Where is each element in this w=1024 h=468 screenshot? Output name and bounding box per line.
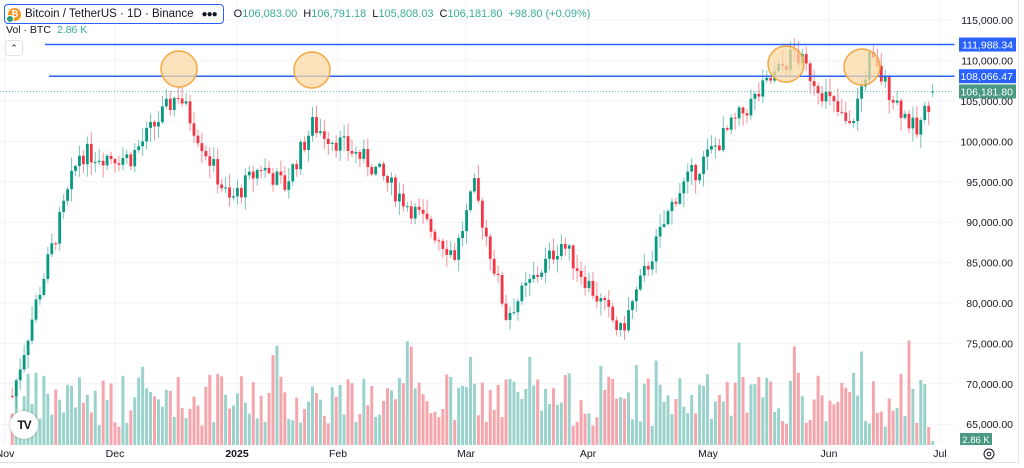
open-label: O bbox=[233, 8, 243, 20]
more-dots-icon[interactable]: ●●● bbox=[201, 8, 218, 20]
open-value: 106,083.00 bbox=[242, 8, 298, 20]
low-value: 105,808.03 bbox=[378, 8, 434, 20]
tradingview-logo-icon[interactable]: TV bbox=[10, 411, 38, 439]
svg-text:75,000.00: 75,000.00 bbox=[966, 338, 1013, 350]
svg-text:Feb: Feb bbox=[329, 448, 347, 460]
time-axis: Nov Dec 2025 Feb Mar Apr May Jun Jul bbox=[0, 448, 947, 460]
svg-text:May: May bbox=[698, 448, 719, 460]
svg-text:2.86 K: 2.86 K bbox=[962, 435, 990, 446]
ohlc-values: O106,083.00 H106,791.18 L105,808.03 C106… bbox=[234, 8, 591, 20]
svg-text:115,000.00: 115,000.00 bbox=[961, 15, 1013, 27]
svg-text:111,988.34: 111,988.34 bbox=[962, 40, 1013, 52]
svg-text:Nov: Nov bbox=[0, 448, 15, 460]
horizontal-lines bbox=[0, 43, 955, 92]
svg-text:85,000.00: 85,000.00 bbox=[966, 258, 1013, 270]
svg-text:100,000.00: 100,000.00 bbox=[960, 136, 1013, 148]
svg-text:2025: 2025 bbox=[225, 448, 249, 460]
svg-text:65,000.00: 65,000.00 bbox=[966, 419, 1013, 431]
chevron-up-icon[interactable]: ⌃ bbox=[5, 40, 23, 56]
high-value: 106,791.18 bbox=[311, 8, 367, 20]
svg-text:110,000.00: 110,000.00 bbox=[961, 56, 1013, 68]
close-label: C bbox=[439, 8, 448, 20]
close-value: 106,181.80 bbox=[447, 8, 503, 20]
symbol-title: Bitcoin / TetherUS · 1D · Binance bbox=[25, 8, 194, 20]
volume-bars bbox=[10, 340, 935, 445]
svg-text:70,000.00: 70,000.00 bbox=[966, 379, 1013, 391]
svg-text:106,181.80: 106,181.80 bbox=[960, 86, 1013, 98]
symbol-selector[interactable]: ₿ Bitcoin / TetherUS · 1D · Binance ●●● bbox=[4, 4, 224, 24]
volume-legend: Vol · BTC 2.86 K bbox=[6, 24, 87, 36]
svg-text:80,000.00: 80,000.00 bbox=[966, 298, 1013, 310]
volume-value: 2.86 K bbox=[56, 24, 88, 36]
svg-text:Apr: Apr bbox=[580, 448, 597, 460]
svg-text:Mar: Mar bbox=[457, 448, 476, 460]
svg-text:95,000.00: 95,000.00 bbox=[966, 177, 1013, 189]
svg-text:105,000.00: 105,000.00 bbox=[960, 96, 1013, 108]
svg-text:108,066.47: 108,066.47 bbox=[960, 71, 1013, 83]
change-value: +98.80 (+0.09%) bbox=[508, 8, 591, 20]
svg-text:Dec: Dec bbox=[106, 448, 125, 460]
volume-label: Vol · BTC bbox=[6, 24, 51, 36]
chart-legend: ₿ Bitcoin / TetherUS · 1D · Binance ●●● … bbox=[4, 4, 590, 24]
high-label: H bbox=[303, 8, 312, 20]
svg-text:Jul: Jul bbox=[933, 448, 946, 460]
price-axis: 115,000.00 110,000.00 105,000.00 100,000.00… bbox=[954, 0, 1016, 462]
svg-text:90,000.00: 90,000.00 bbox=[966, 217, 1013, 229]
svg-text:Jun: Jun bbox=[821, 448, 838, 460]
bitcoin-coin-icon: ₿ bbox=[6, 7, 21, 23]
highlight-circles bbox=[160, 45, 881, 89]
low-label: L bbox=[372, 8, 379, 20]
